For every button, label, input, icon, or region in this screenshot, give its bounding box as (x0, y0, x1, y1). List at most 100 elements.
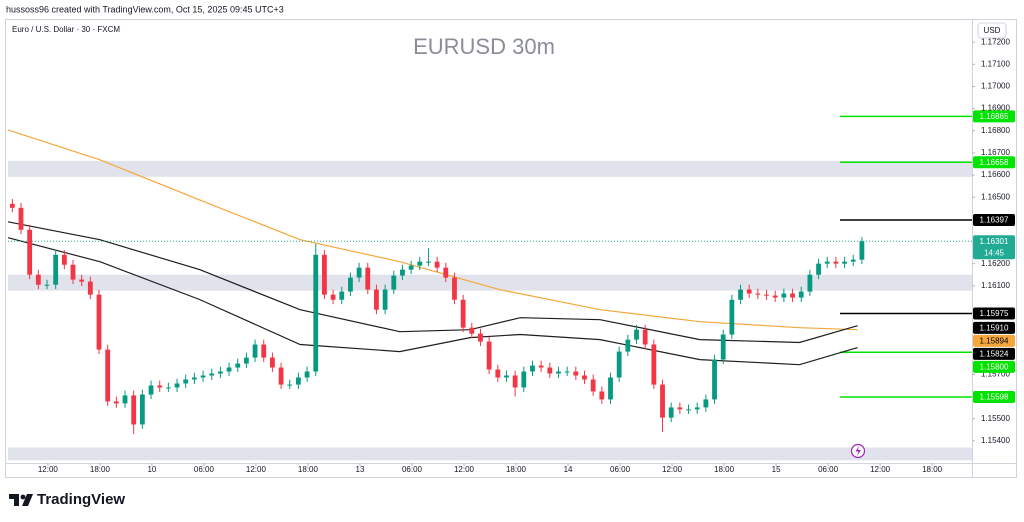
candle-body (651, 344, 657, 385)
moving-average (7, 237, 858, 366)
candle-body (252, 344, 258, 358)
candle-body (191, 377, 197, 380)
x-tick-label: 18:00 (506, 465, 527, 474)
candle-body (720, 334, 726, 360)
price-tag-label: 1.15975 (980, 309, 1009, 318)
y-tick-label: 1.15500 (981, 414, 1010, 423)
candle-body (486, 341, 492, 370)
candle-body (79, 279, 85, 282)
candle-body (833, 261, 839, 264)
candle-body (790, 293, 795, 298)
candle-body (426, 261, 431, 263)
candle-body (452, 277, 457, 300)
candle-body (772, 295, 778, 298)
candle-body (35, 274, 41, 285)
x-tick-label: 12:00 (454, 465, 475, 474)
y-tick-label: 1.16800 (981, 126, 1010, 135)
price-tag-label: 1.16301 (980, 237, 1009, 246)
price-tag-label: 1.16397 (980, 216, 1009, 225)
candle-body (113, 401, 119, 404)
y-tick-label: 1.16100 (981, 281, 1010, 290)
candle-body (296, 377, 301, 385)
price-tag (973, 214, 1015, 227)
candle-body (434, 261, 440, 268)
candle-body (703, 399, 709, 408)
candle-body (616, 351, 622, 378)
candle-body (382, 289, 388, 310)
candle-body (443, 267, 449, 278)
moving-average (7, 129, 858, 331)
price-tag (973, 156, 1015, 169)
candle-body (183, 379, 189, 384)
price-zone (8, 160, 972, 177)
price-tag (973, 321, 1015, 334)
candle-body (478, 333, 483, 342)
candle-body (157, 385, 163, 388)
candle-body (582, 375, 587, 380)
x-tick-label: 18:00 (922, 465, 943, 474)
candle-body (469, 327, 475, 334)
candle-body (668, 407, 674, 418)
x-tick-label: 06:00 (402, 465, 423, 474)
price-tag (973, 110, 1015, 123)
candle-body (330, 294, 336, 300)
candle-body (408, 265, 414, 270)
candle-body (339, 291, 345, 300)
candle-body (131, 395, 137, 425)
x-tick-label: 06:00 (194, 465, 215, 474)
candle-body (417, 261, 423, 266)
currency: USD (984, 26, 1001, 35)
candle-body (313, 254, 319, 372)
candle-body (9, 203, 15, 208)
price-tag-label: 1.15894 (980, 336, 1009, 345)
price-tag (973, 307, 1015, 320)
candle-body (148, 385, 154, 395)
plot-area: 1.17200 1.17100 1.17000 1.16900 1.16800 1.167… (6, 20, 1016, 478)
x-tick-label: 12:00 (246, 465, 267, 474)
alert-bolt (855, 446, 861, 456)
price-tag-label: 1.15910 (980, 323, 1009, 332)
currency-box[interactable] (977, 22, 1007, 39)
logo-shape (22, 494, 33, 506)
credit: hussoss96 created with TradingView.com, … (6, 4, 284, 14)
price-zone (8, 447, 972, 461)
price-tag (973, 334, 1015, 347)
price-zone (8, 274, 972, 291)
candle-body (538, 365, 544, 368)
watermark-title: EURUSD 30m (413, 34, 555, 59)
candle-body (781, 293, 787, 298)
candle-body (495, 369, 501, 378)
candle-body (547, 367, 553, 374)
candle-body (642, 329, 648, 345)
candle-body (842, 261, 847, 264)
x-tick-label: 06:00 (818, 465, 839, 474)
candle-body (348, 277, 353, 292)
price-tag (973, 235, 1015, 260)
alert-icon[interactable] (850, 443, 866, 459)
candle-body (105, 349, 111, 402)
countdown: 14:45 (984, 248, 1005, 257)
candle-body (712, 359, 717, 400)
candle-body (270, 357, 275, 368)
candle-body (859, 241, 865, 260)
price-tag (973, 347, 1015, 360)
price-tag (973, 390, 1015, 403)
y-tick-label: 1.15700 (981, 370, 1010, 379)
candle-body (61, 254, 67, 265)
logo-dot (20, 494, 26, 500)
price-tag-label: 1.15598 (980, 393, 1009, 402)
y-tick-label: 1.16500 (981, 192, 1010, 201)
candle-body (564, 371, 570, 373)
y-tick-label: 1.17000 (981, 82, 1010, 91)
symbol-description: Euro / U.S. Dollar · 30 · FXCM (12, 25, 120, 34)
candle-body (226, 367, 232, 372)
candle-body (356, 267, 362, 278)
candle-body (322, 254, 327, 295)
candle-body (87, 281, 93, 295)
y-tick-label: 1.16700 (981, 148, 1010, 157)
candle-body (746, 289, 752, 294)
candle-body (755, 293, 761, 295)
x-tick-label: 14 (564, 465, 573, 474)
candle-body (278, 367, 284, 385)
